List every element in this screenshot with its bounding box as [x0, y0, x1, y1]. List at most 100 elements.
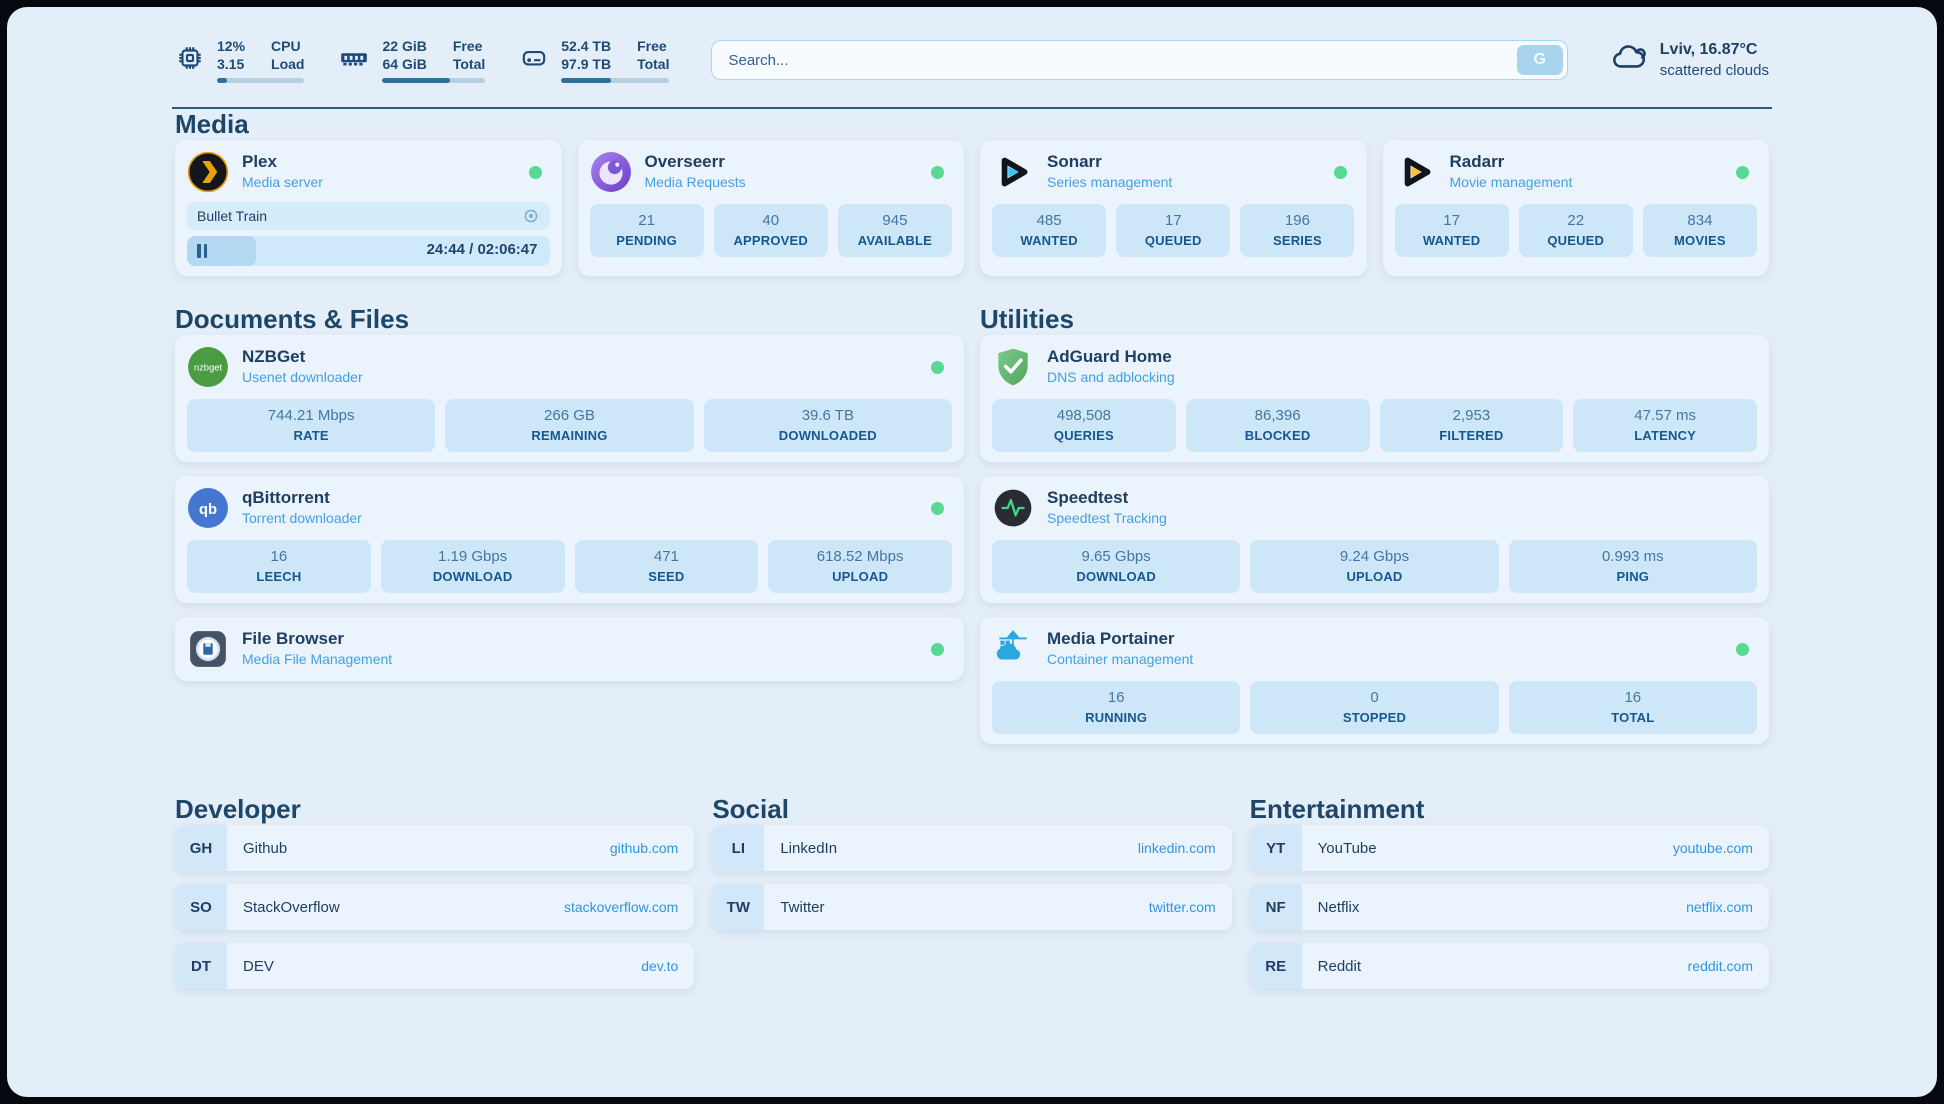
stat-label: DOWNLOAD: [432, 569, 513, 584]
stat-value: 498,508: [1056, 407, 1111, 424]
bookmark-github[interactable]: GH Github github.com: [175, 825, 695, 871]
stat-label: QUEUED: [1547, 233, 1605, 248]
status-dot: [1736, 165, 1749, 179]
bookmark-url: linkedin.com: [1137, 840, 1216, 856]
session-settings-icon[interactable]: [522, 207, 540, 225]
mem-total-value: 64 GiB: [382, 56, 427, 72]
bookmark-group-entertainment: Entertainment YT YouTube youtube.com NF …: [1249, 794, 1769, 1002]
app-subtitle: Usenet downloader: [242, 369, 363, 385]
bookmark-name: Twitter: [780, 898, 825, 916]
app-name: Overseerr: [644, 152, 725, 171]
cpu-icon: [175, 43, 205, 78]
stat-value: 1.19 Gbps: [438, 548, 508, 565]
stat-tile: 17 QUEUED: [1116, 204, 1231, 257]
bookmark-youtube[interactable]: YT YouTube youtube.com: [1249, 825, 1769, 871]
bookmark-name: StackOverflow: [243, 898, 340, 916]
bookmark-url: reddit.com: [1687, 958, 1753, 974]
documents-column: Documents & Files nzbget: [175, 304, 964, 744]
mem-label-2: Total: [452, 56, 486, 72]
stat-tile: 945 AVAILABLE: [837, 204, 952, 257]
stat-label: SEED: [648, 569, 685, 584]
stat-value: 16: [270, 548, 288, 565]
stat-tile: 196 SERIES: [1240, 204, 1355, 257]
app-subtitle: Media Requests: [644, 174, 746, 190]
stat-label: QUERIES: [1053, 428, 1114, 443]
stat-label: APPROVED: [733, 233, 809, 248]
stat-label: WANTED: [1020, 233, 1078, 248]
disk-progress-bar: [561, 78, 670, 83]
app-card-nzbget[interactable]: nzbget NZBGet Usenet downloader 74: [175, 335, 964, 462]
app-card-speedtest[interactable]: Speedtest Speedtest Tracking 9.65 Gbps D…: [980, 476, 1769, 603]
app-subtitle: Container management: [1047, 651, 1194, 667]
ram-icon: [338, 43, 370, 78]
app-card-plex[interactable]: Plex Media server Bullet Train: [175, 140, 562, 276]
bookmark-url: github.com: [609, 840, 679, 856]
section-title-developer: Developer: [175, 794, 301, 824]
app-subtitle: Media File Management: [242, 651, 393, 667]
bookmark-linkedin[interactable]: LI LinkedIn linkedin.com: [712, 825, 1232, 871]
cloud-icon: [1610, 41, 1648, 80]
bookmark-twitter[interactable]: TW Twitter twitter.com: [712, 884, 1232, 930]
header-divider: [172, 107, 1772, 109]
app-card-portainer[interactable]: Media Portainer Container management 16 …: [980, 617, 1769, 744]
stat-label: DOWNLOAD: [1076, 569, 1156, 584]
bookmark-stackoverflow[interactable]: SO StackOverflow stackoverflow.com: [175, 884, 695, 930]
stat-tile: 2,953 FILTERED: [1379, 399, 1564, 452]
disk-widget: 52.4 TB 97.9 TB Free Total: [519, 37, 670, 83]
weather-condition: scattered clouds: [1659, 62, 1769, 79]
disk-total-value: 97.9 TB: [561, 56, 612, 72]
bookmark-reddit[interactable]: RE Reddit reddit.com: [1249, 943, 1769, 989]
search-engine-button[interactable]: G: [1516, 45, 1563, 75]
stat-label: UPLOAD: [1346, 569, 1403, 584]
search-input[interactable]: [711, 40, 1568, 80]
bookmark-name: Reddit: [1317, 957, 1362, 975]
stat-tile: 9.24 Gbps UPLOAD: [1250, 540, 1499, 593]
stat-tile: 471 SEED: [574, 540, 759, 593]
bookmark-abbr: RE: [1249, 943, 1302, 989]
stat-value: 266 GB: [544, 407, 595, 424]
app-card-adguard[interactable]: AdGuard Home DNS and adblocking 498,508 …: [980, 335, 1769, 462]
now-playing-title: Bullet Train: [197, 208, 268, 224]
stat-tile: 1.19 Gbps DOWNLOAD: [380, 540, 565, 593]
cpu-label-1: CPU: [271, 38, 301, 54]
app-card-qbittorrent[interactable]: qb qBittorrent Torrent downloader: [175, 476, 964, 603]
app-card-filebrowser[interactable]: File Browser Media File Management: [175, 617, 964, 681]
stat-tile: 22 QUEUED: [1518, 204, 1633, 257]
app-card-overseerr[interactable]: Overseerr Media Requests 21 PENDING 40 A…: [577, 140, 964, 276]
mem-free-value: 22 GiB: [382, 38, 427, 54]
svg-text:nzbget: nzbget: [194, 363, 223, 374]
cpu-progress-bar: [217, 78, 305, 83]
app-subtitle: Media server: [242, 174, 323, 190]
stat-label: BLOCKED: [1244, 428, 1311, 443]
bookmark-abbr: SO: [175, 884, 227, 930]
bookmark-url: dev.to: [641, 958, 679, 974]
bookmark-netflix[interactable]: NF Netflix netflix.com: [1249, 884, 1769, 930]
stat-tile: 744.21 Mbps RATE: [187, 399, 436, 452]
stat-value: 47.57 ms: [1634, 407, 1696, 424]
status-dot: [931, 501, 944, 515]
status-dot: [931, 165, 944, 179]
bookmark-name: Netflix: [1317, 898, 1360, 916]
top-bar: 12% 3.15 CPU Load: [7, 7, 1937, 83]
mem-progress-bar: [382, 78, 486, 83]
pause-icon[interactable]: [197, 244, 207, 258]
cpu-load-value: 3.15: [217, 56, 245, 72]
stat-value: 485: [1036, 212, 1062, 229]
app-name: Radarr: [1449, 152, 1505, 171]
dashboard-page: 12% 3.15 CPU Load: [7, 7, 1937, 1097]
stat-label: MOVIES: [1674, 233, 1726, 248]
app-card-sonarr[interactable]: Sonarr Series management 485 WANTED 17 Q…: [980, 140, 1367, 276]
radarr-icon: [1395, 151, 1437, 193]
stat-label: DOWNLOADED: [778, 428, 877, 443]
bookmark-name: LinkedIn: [780, 839, 838, 857]
app-card-radarr[interactable]: Radarr Movie management 17 WANTED 22 QUE…: [1382, 140, 1769, 276]
weather-widget[interactable]: Lviv, 16.87°C scattered clouds: [1610, 39, 1769, 81]
stat-label: LATENCY: [1634, 428, 1697, 443]
app-name: Media Portainer: [1047, 629, 1175, 648]
stat-value: 945: [882, 212, 908, 229]
stat-value: 22: [1567, 212, 1585, 229]
bookmark-name: DEV: [243, 957, 274, 975]
memory-widget: 22 GiB 64 GiB Free Total: [338, 37, 486, 83]
section-title-social: Social: [712, 794, 789, 824]
bookmark-dev[interactable]: DT DEV dev.to: [175, 943, 695, 989]
